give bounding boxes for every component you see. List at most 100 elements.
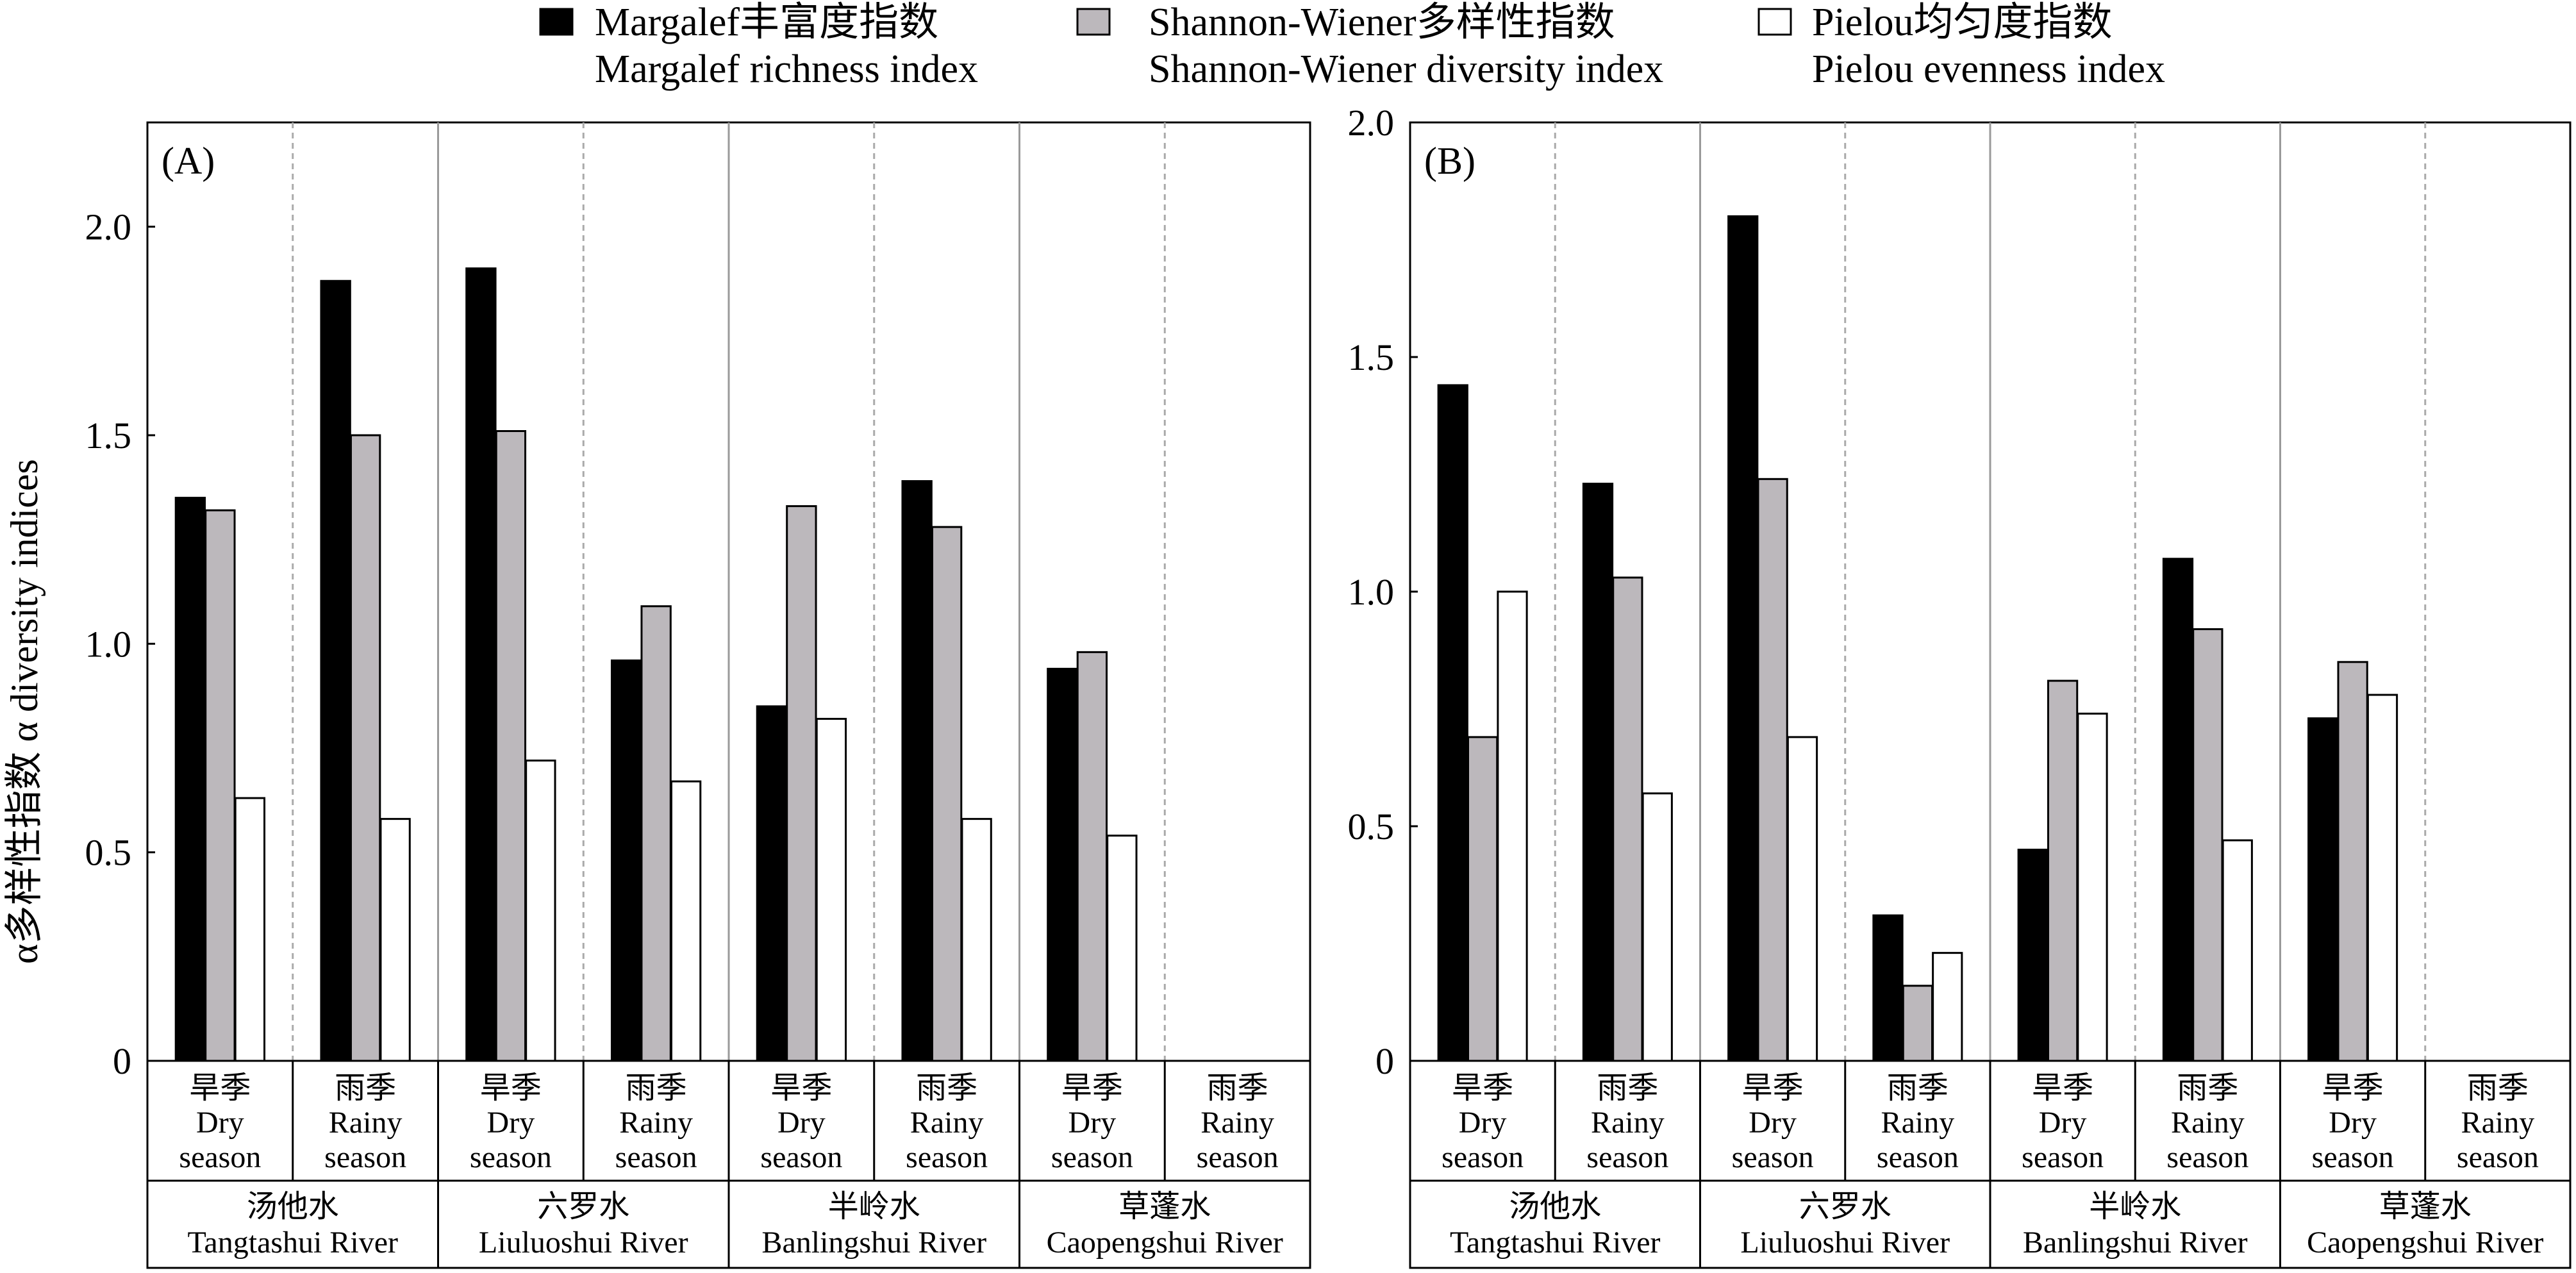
season-label-cn-b-3: 雨季 [1887, 1071, 1949, 1105]
bar-a-3-shannon [640, 605, 672, 1062]
bar-a-5-margalef [901, 480, 933, 1062]
legend-label-shannon-en: Shannon-Wiener diversity index [1149, 47, 1663, 91]
bar-b-5-margalef [2162, 558, 2194, 1062]
bar-a-1-margalef [320, 279, 351, 1062]
season-label-en1-a-3: Rainy [619, 1106, 693, 1140]
bar-a-6-pielou [1106, 835, 1138, 1062]
bar-a-4-pielou [815, 717, 847, 1062]
season-label-en2-a-2: season [470, 1140, 552, 1174]
season-label-en2-a-4: season [760, 1140, 842, 1174]
river-label-cn-a-3: 草蓬水 [1118, 1190, 1211, 1224]
season-label-cn-a-5: 雨季 [916, 1071, 977, 1105]
y-tick-label-b-1: 0.5 [1348, 806, 1395, 847]
bar-b-3-pielou [1932, 952, 1963, 1062]
bar-a-6-shannon [1076, 651, 1108, 1062]
season-label-en1-a-5: Rainy [910, 1106, 984, 1140]
season-label-en2-a-5: season [906, 1140, 988, 1174]
bar-b-4-margalef [2017, 849, 2048, 1062]
season-label-en1-a-1: Rainy [329, 1106, 403, 1140]
bar-b-5-shannon [2192, 628, 2223, 1062]
river-label-en-b-1: Liuluoshui River [1740, 1226, 1950, 1260]
river-label-cn-b-3: 草蓬水 [2379, 1190, 2472, 1224]
bar-b-1-shannon [1612, 576, 1643, 1062]
season-label-en2-a-0: season [179, 1140, 261, 1174]
season-label-cn-a-3: 雨季 [626, 1071, 687, 1105]
bar-b-4-shannon [2047, 679, 2079, 1062]
season-label-en2-b-5: season [2166, 1140, 2248, 1174]
season-label-en1-a-2: Dry [487, 1106, 535, 1140]
season-label-en1-b-4: Dry [2039, 1106, 2087, 1140]
season-label-en1-b-3: Rainy [1881, 1106, 1955, 1140]
river-label-en-a-2: Banlingshui River [761, 1226, 986, 1260]
bar-b-0-margalef [1437, 384, 1468, 1062]
bar-b-5-pielou [2222, 839, 2253, 1062]
season-label-cn-b-7: 雨季 [2467, 1071, 2529, 1105]
y-axis-label: α多样性指数 α diversity indices [3, 459, 46, 964]
bar-a-0-margalef [174, 497, 206, 1062]
legend-swatch-pielou [1757, 8, 1792, 36]
y-tick-label-a-3: 1.5 [85, 415, 132, 456]
season-label-cn-b-5: 雨季 [2177, 1071, 2238, 1105]
legend-item-margalef: Margalef丰富度指数 Margalef richness index [539, 1, 978, 91]
bar-a-0-pielou [234, 797, 266, 1062]
bar-a-5-shannon [931, 526, 963, 1062]
bar-b-2-margalef [1727, 215, 1759, 1062]
legend-label-margalef-en: Margalef richness index [595, 47, 978, 91]
legend-label-margalef-cn: Margalef丰富度指数 [595, 1, 938, 44]
season-label-en2-b-6: season [2312, 1140, 2394, 1174]
river-label-en-b-2: Banlingshui River [2023, 1226, 2248, 1260]
river-label-en-a-0: Tangtashui River [187, 1226, 398, 1260]
season-label-cn-b-2: 旱季 [1742, 1071, 1804, 1105]
river-label-cn-b-0: 汤他水 [1509, 1190, 1601, 1224]
panel-label-a: (A) [162, 140, 215, 182]
river-label-cn-a-2: 半岭水 [828, 1190, 920, 1224]
legend-item-shannon: Shannon-Wiener多样性指数 Shannon-Wiener diver… [1076, 1, 1663, 91]
bar-a-3-pielou [670, 780, 702, 1062]
bar-a-2-shannon [495, 429, 527, 1062]
bar-a-4-shannon [786, 505, 817, 1062]
bar-b-3-shannon [1902, 985, 1933, 1062]
season-label-cn-b-0: 旱季 [1452, 1071, 1513, 1105]
season-label-en1-b-2: Dry [1749, 1106, 1797, 1140]
bar-b-6-margalef [2307, 717, 2339, 1062]
y-tick-label-a-2: 1.0 [85, 623, 132, 665]
season-label-en2-a-3: season [615, 1140, 697, 1174]
season-label-en2-b-1: season [1586, 1140, 1668, 1174]
legend-swatch-margalef [539, 8, 574, 36]
river-label-cn-b-2: 半岭水 [2089, 1190, 2181, 1224]
season-label-en1-b-5: Rainy [2171, 1106, 2245, 1140]
season-label-en2-b-4: season [2022, 1140, 2104, 1174]
season-label-en1-a-0: Dry [196, 1106, 244, 1140]
y-tick-label-b-2: 1.0 [1348, 571, 1395, 613]
panel-b: 00.51.01.52.0(B)旱季Dryseason雨季Rainyseason… [1348, 102, 2572, 1269]
y-tick-label-a-4: 2.0 [85, 206, 132, 248]
legend-item-pielou: Pielou均匀度指数 Pielou evenness index [1757, 1, 2165, 91]
legend-label-pielou-en: Pielou evenness index [1812, 47, 2165, 91]
river-label-cn-a-1: 六罗水 [537, 1190, 629, 1224]
season-label-en2-b-3: season [1877, 1140, 1959, 1174]
panel-a: 00.51.01.52.0(A)旱季Dryseason雨季Rainyseason… [85, 121, 1311, 1269]
bar-a-2-pielou [525, 760, 556, 1062]
bar-a-1-shannon [349, 434, 381, 1062]
season-label-en2-a-7: season [1197, 1140, 1279, 1174]
season-label-en1-a-7: Rainy [1201, 1106, 1274, 1140]
season-label-en1-b-0: Dry [1459, 1106, 1507, 1140]
season-label-en2-a-6: season [1051, 1140, 1133, 1174]
season-label-cn-a-7: 雨季 [1207, 1071, 1268, 1105]
bar-a-5-pielou [961, 818, 992, 1062]
season-label-en1-b-6: Dry [2329, 1106, 2377, 1140]
y-tick-label-b-3: 1.5 [1348, 337, 1395, 378]
panel-label-b: (B) [1424, 140, 1475, 182]
season-label-cn-b-6: 旱季 [2322, 1071, 2384, 1105]
season-label-en2-a-1: season [324, 1140, 406, 1174]
season-label-cn-a-1: 雨季 [335, 1071, 396, 1105]
bar-b-2-pielou [1786, 736, 1818, 1062]
season-label-cn-a-6: 旱季 [1061, 1071, 1123, 1105]
legend-swatch-shannon [1076, 8, 1111, 36]
season-label-en1-a-4: Dry [777, 1106, 826, 1140]
bar-b-1-margalef [1582, 483, 1614, 1062]
y-tick-label-a-1: 0.5 [85, 832, 132, 874]
bar-b-4-pielou [2077, 712, 2108, 1062]
bar-a-0-shannon [204, 509, 236, 1062]
season-label-cn-a-0: 旱季 [189, 1071, 251, 1105]
